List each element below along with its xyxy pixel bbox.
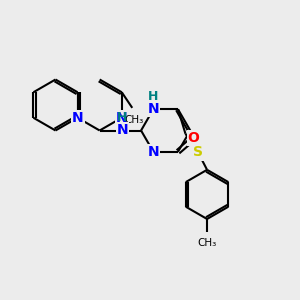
Text: N: N <box>148 145 159 159</box>
Text: CH₃: CH₃ <box>197 238 217 248</box>
Text: N: N <box>148 102 159 116</box>
Text: CH₃: CH₃ <box>124 116 143 125</box>
Text: N: N <box>72 111 83 125</box>
Text: N: N <box>117 124 128 137</box>
Text: S: S <box>193 146 203 159</box>
Text: O: O <box>188 131 200 145</box>
Text: H: H <box>148 103 159 116</box>
Text: N: N <box>116 111 127 125</box>
Text: H: H <box>148 90 159 103</box>
Text: H: H <box>117 111 128 124</box>
